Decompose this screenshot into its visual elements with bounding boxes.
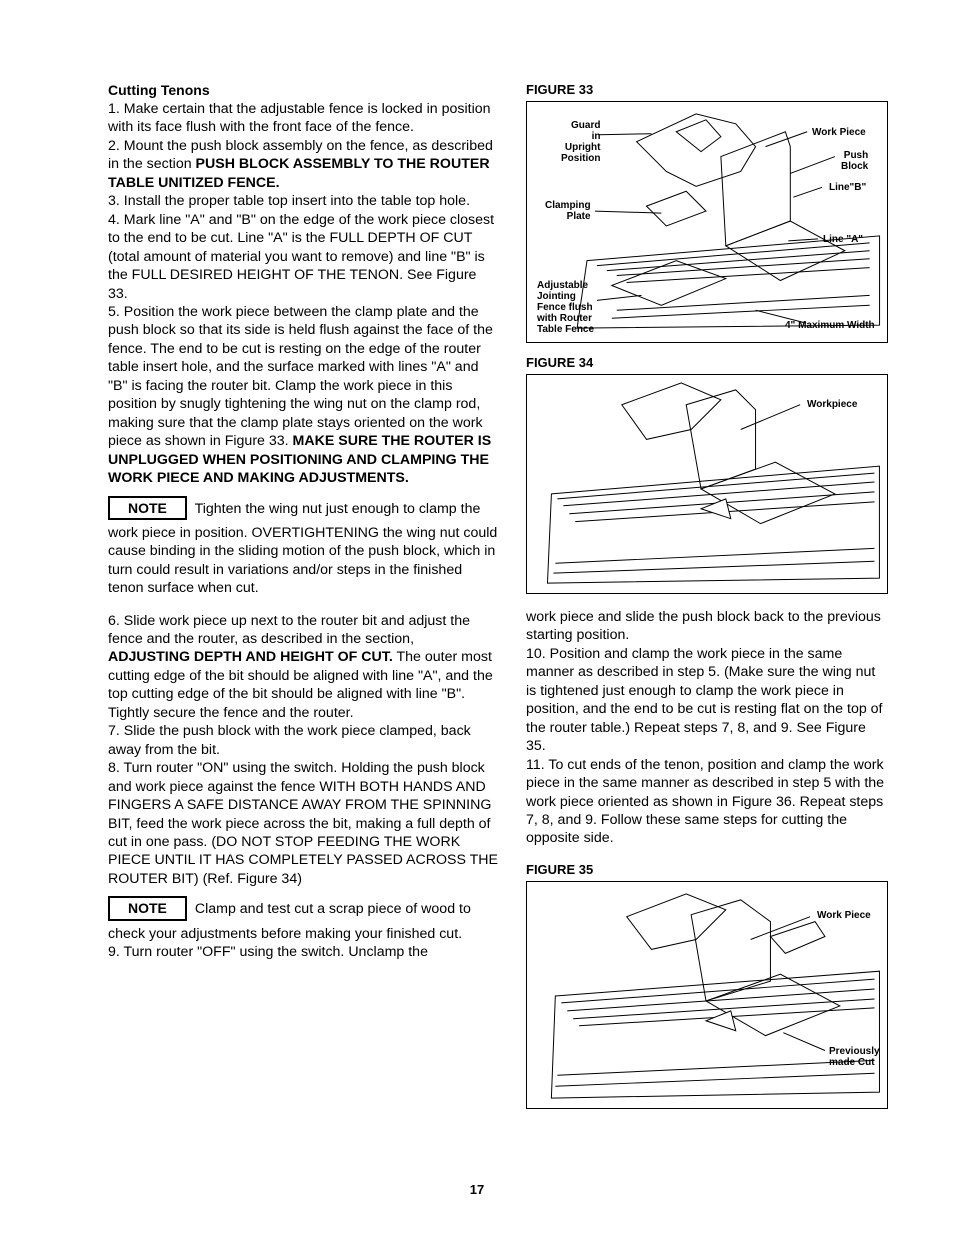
step-2: 2. Mount the push block assembly on the … [108, 137, 498, 192]
fig34-workpiece-label: Workpiece [807, 399, 857, 410]
note-label-2: NOTE [108, 896, 187, 920]
figure-35-title: FIGURE 35 [526, 862, 888, 877]
figure-33: Guard in Upright Position Work Piece Pus… [526, 101, 888, 343]
figure-35: Work Piece Previously made Cut [526, 881, 888, 1109]
step-10: 10. Position and clamp the work piece in… [526, 645, 888, 756]
section-title: Cutting Tenons [108, 82, 498, 98]
fig33-linea-label: Line "A" [823, 234, 863, 245]
fig33-lineb-label: Line"B" [829, 182, 866, 193]
fig33-push-label: Push Block [841, 150, 868, 172]
step-5: 5. Position the work piece between the c… [108, 303, 498, 488]
step-6b: ADJUSTING DEPTH AND HEIGHT OF CUT. [108, 649, 393, 665]
step-5-text: 5. Position the work piece between the c… [108, 304, 493, 449]
step-8: 8. Turn router "ON" using the switch. Ho… [108, 759, 498, 888]
fig33-adjust-label: Adjustable Jointing Fence flush with Rou… [537, 280, 594, 335]
fig33-workpiece-label: Work Piece [812, 127, 866, 138]
step-6: 6. Slide work piece up next to the route… [108, 612, 498, 723]
step-7: 7. Slide the push block with the work pi… [108, 722, 498, 759]
step-1: 1. Make certain that the adjustable fenc… [108, 100, 498, 137]
note-1: NOTE Tighten the wing nut just enough to… [108, 492, 498, 598]
step-11: 11. To cut ends of the tenon, position a… [526, 756, 888, 848]
step-6a: 6. Slide work piece up next to the route… [108, 613, 470, 647]
note-label: NOTE [108, 496, 187, 520]
page-number: 17 [0, 1182, 954, 1197]
figure-34: Workpiece [526, 374, 888, 594]
figure-34-title: FIGURE 34 [526, 355, 888, 370]
fig33-maxw-label: 4" Maximum Width [785, 320, 875, 331]
fig33-clamp-label: Clamping Plate [545, 200, 591, 222]
note-2: NOTE Clamp and test cut a scrap piece of… [108, 892, 498, 943]
fig35-workpiece-label: Work Piece [817, 910, 871, 921]
step-9: 9. Turn router "OFF" using the switch. U… [108, 943, 498, 961]
fig35-prev-label: Previously made Cut [829, 1046, 880, 1068]
fig33-guard-label: Guard in Upright Position [561, 120, 600, 164]
figure-33-title: FIGURE 33 [526, 82, 888, 97]
step-4: 4. Mark line "A" and "B" on the edge of … [108, 211, 498, 303]
step-3: 3. Install the proper table top insert i… [108, 192, 498, 210]
continuation-text: work piece and slide the push block back… [526, 608, 888, 645]
